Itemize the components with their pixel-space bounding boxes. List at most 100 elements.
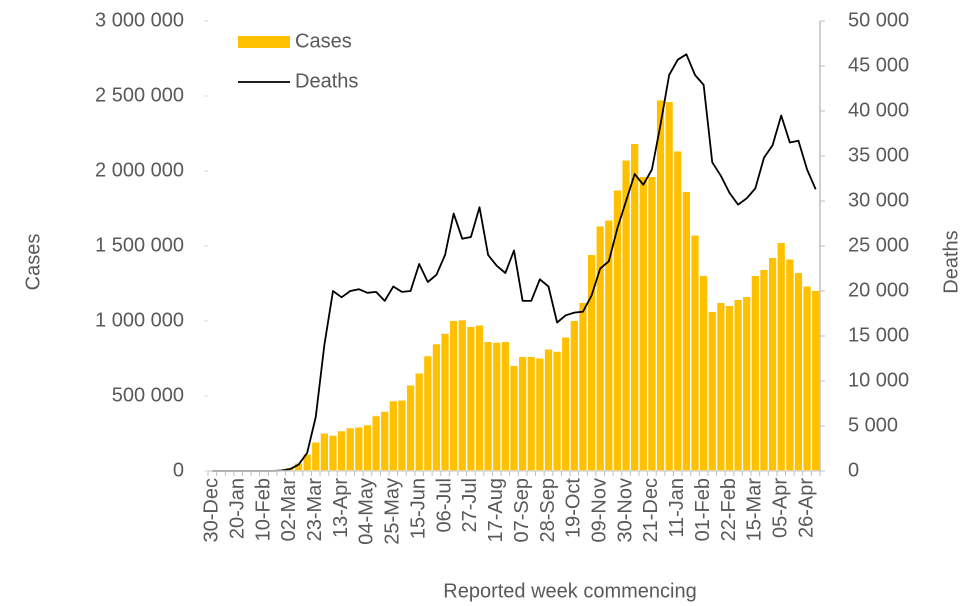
x-tick-label: 09-Nov [588,478,610,542]
bar [639,177,647,471]
bar [751,276,759,471]
x-tick-label: 02-Mar [278,478,300,542]
bar [329,435,337,471]
y2-tick-label: 35 000 [848,144,909,166]
bar [777,243,785,471]
bar [432,344,441,471]
bar [605,220,613,471]
bar [363,425,372,471]
bar [484,342,492,471]
y-tick-label: 3 000 000 [95,9,184,31]
bar [415,373,423,471]
y-tick-label: 2 500 000 [95,84,184,106]
legend-label: Deaths [295,70,358,92]
bar [381,411,389,471]
bar [294,463,303,471]
y2-tick-label: 0 [848,459,859,481]
bar [527,357,535,471]
bar [518,357,527,471]
bar [812,291,820,471]
bar [768,258,777,471]
bar [579,303,587,471]
bar [398,400,406,471]
y-tick-label: 500 000 [112,384,184,406]
bar [708,312,716,471]
y2-tick-label: 25 000 [848,234,909,256]
bar [562,337,570,471]
x-tick-label: 07-Sep [511,478,533,543]
bar [320,433,328,471]
x-tick-label: 17-Aug [485,478,507,543]
bar [743,297,751,471]
x-tick-label: 20-Jan [226,478,248,539]
bar [596,226,604,471]
legend-label: Cases [295,30,352,52]
x-tick-label: 04-May [356,478,378,545]
bar [475,325,484,471]
x-axis-title: Reported week commencing [443,580,696,602]
bar [441,333,449,471]
x-tick-label: 11-Jan [666,478,688,538]
x-tick-label: 30-Nov [614,478,636,542]
y-tick-label: 0 [173,459,184,481]
x-tick-label: 30-Dec [201,478,223,542]
bar [467,327,475,471]
y2-tick-label: 45 000 [848,54,909,76]
bar [682,192,691,471]
bar [725,306,734,471]
bar [346,428,354,471]
bar [536,358,544,471]
bar [691,235,699,471]
bar [570,321,578,471]
x-tick-label: 26-Apr [795,478,817,538]
x-tick-label: 13-Apr [330,478,352,538]
y2-tick-label: 5 000 [848,414,898,436]
bar [510,366,518,471]
y-tick-label: 2 000 000 [95,159,184,181]
y2-tick-label: 10 000 [848,369,909,391]
x-tick-label: 23-Mar [304,478,326,542]
legend-swatch [238,36,290,48]
bar [493,342,501,471]
y-tick-label: 1 500 000 [95,234,184,256]
bar [389,401,397,471]
bar [717,303,725,471]
x-tick-label: 27-Jul [459,478,481,532]
bar [803,286,811,471]
bar [613,190,622,471]
bar [648,177,656,471]
x-tick-label: 19-Oct [563,478,585,538]
bar [622,160,630,471]
bar [760,270,768,471]
y2-tick-label: 40 000 [848,99,909,121]
bar [734,300,742,471]
y2-tick-label: 30 000 [848,189,909,211]
bar [450,321,458,471]
y-tick-label: 1 000 000 [95,309,184,331]
bar [544,349,553,471]
bar [337,431,346,471]
bar [631,144,639,471]
bar [700,276,708,471]
bar [553,351,561,471]
x-tick-label: 10-Feb [252,478,274,541]
bar [406,385,415,471]
line [212,53,817,472]
x-tick-label: 22-Feb [718,478,740,541]
bar [665,102,673,471]
y2-axis-title: Deaths [940,230,962,293]
bar [786,259,794,471]
bar [424,356,432,471]
y2-tick-label: 20 000 [848,279,909,301]
y-axis-title: Cases [22,234,44,291]
bar [458,320,466,471]
x-tick-label: 28-Sep [537,478,559,543]
x-tick-label: 15-Mar [744,478,766,542]
bar [312,442,320,471]
x-tick-label: 05-Apr [769,478,791,538]
y2-tick-label: 15 000 [848,324,909,346]
bar [674,151,682,471]
bar [372,416,380,471]
x-tick-label: 06-Jul [433,478,455,532]
